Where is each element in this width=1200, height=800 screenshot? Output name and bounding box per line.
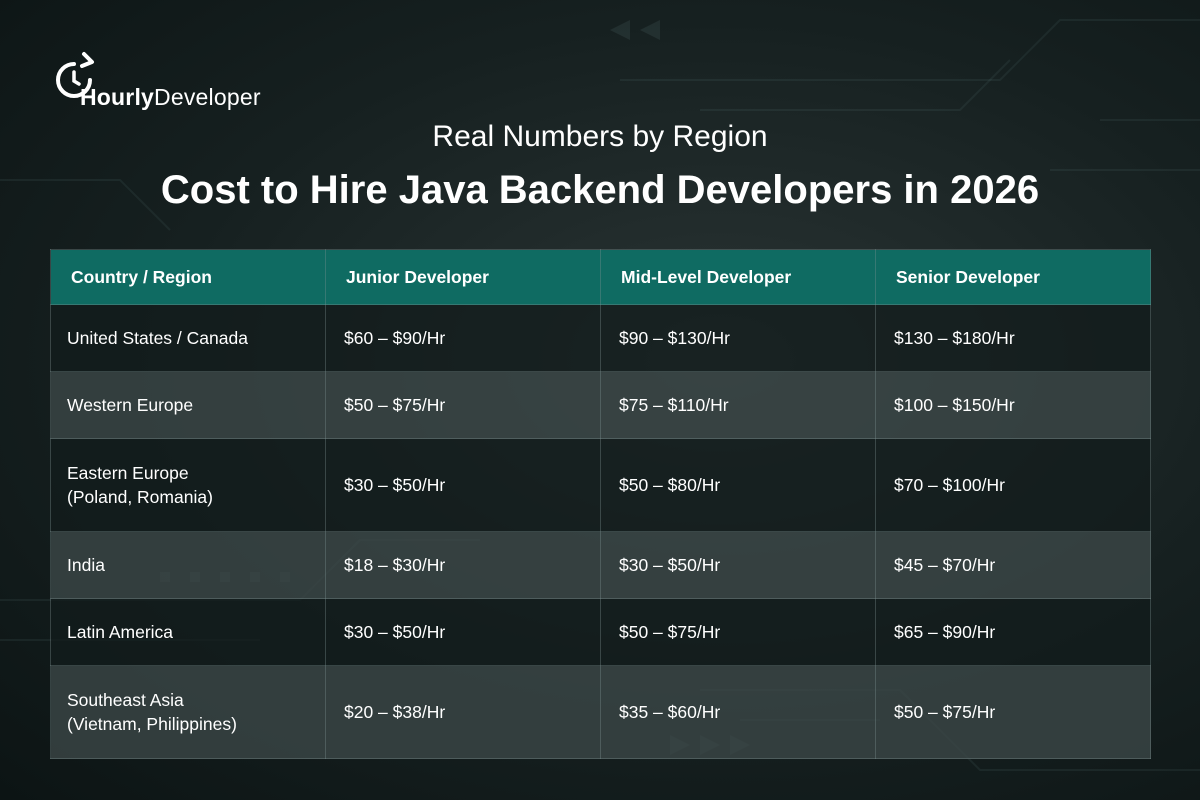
- junior-rate-cell: $20 – $38/Hr: [325, 665, 601, 759]
- region-cell: United States / Canada: [50, 304, 326, 372]
- region-cell: Western Europe: [50, 371, 326, 439]
- brand-logo[interactable]: HourlyDeveloper: [50, 50, 290, 110]
- page-title: Cost to Hire Java Backend Developers in …: [160, 168, 1040, 212]
- mid-rate-cell: $75 – $110/Hr: [600, 371, 876, 439]
- mid-rate-cell: $35 – $60/Hr: [600, 665, 876, 759]
- region-cell: Southeast Asia (Vietnam, Philippines): [50, 665, 326, 759]
- clock-refresh-icon: [56, 52, 94, 98]
- senior-rate-cell: $70 – $100/Hr: [875, 438, 1151, 532]
- senior-rate-cell: $130 – $180/Hr: [875, 304, 1151, 372]
- mid-rate-cell: $50 – $75/Hr: [600, 598, 876, 666]
- hiring-cost-table: Country / Region Junior Developer Mid-Le…: [50, 249, 1151, 759]
- mid-rate-cell: $90 – $130/Hr: [600, 304, 876, 372]
- table-row: India $18 – $30/Hr $30 – $50/Hr $45 – $7…: [50, 531, 1151, 599]
- table-row: Eastern Europe (Poland, Romania) $30 – $5…: [50, 438, 1151, 532]
- junior-rate-cell: $30 – $50/Hr: [325, 598, 601, 666]
- table-row: United States / Canada $60 – $90/Hr $90 …: [50, 304, 1151, 372]
- column-header-mid: Mid-Level Developer: [600, 249, 876, 305]
- column-header-region: Country / Region: [50, 249, 326, 305]
- column-header-senior: Senior Developer: [875, 249, 1151, 305]
- senior-rate-cell: $100 – $150/Hr: [875, 371, 1151, 439]
- senior-rate-cell: $45 – $70/Hr: [875, 531, 1151, 599]
- page-subtitle: Real Numbers by Region: [432, 120, 768, 153]
- mid-rate-cell: $30 – $50/Hr: [600, 531, 876, 599]
- senior-rate-cell: $50 – $75/Hr: [875, 665, 1151, 759]
- column-header-junior: Junior Developer: [325, 249, 601, 305]
- mid-rate-cell: $50 – $80/Hr: [600, 438, 876, 532]
- junior-rate-cell: $60 – $90/Hr: [325, 304, 601, 372]
- table-row: Latin America $30 – $50/Hr $50 – $75/Hr …: [50, 598, 1151, 666]
- region-cell: India: [50, 531, 326, 599]
- table-header-row: Country / Region Junior Developer Mid-Le…: [50, 249, 1151, 305]
- table-row: Western Europe $50 – $75/Hr $75 – $110/H…: [50, 371, 1151, 439]
- junior-rate-cell: $50 – $75/Hr: [325, 371, 601, 439]
- table-row: Southeast Asia (Vietnam, Philippines) $20…: [50, 665, 1151, 759]
- junior-rate-cell: $30 – $50/Hr: [325, 438, 601, 532]
- junior-rate-cell: $18 – $30/Hr: [325, 531, 601, 599]
- region-cell: Eastern Europe (Poland, Romania): [50, 438, 326, 532]
- region-cell: Latin America: [50, 598, 326, 666]
- brand-name: HourlyDeveloper: [80, 84, 261, 110]
- senior-rate-cell: $65 – $90/Hr: [875, 598, 1151, 666]
